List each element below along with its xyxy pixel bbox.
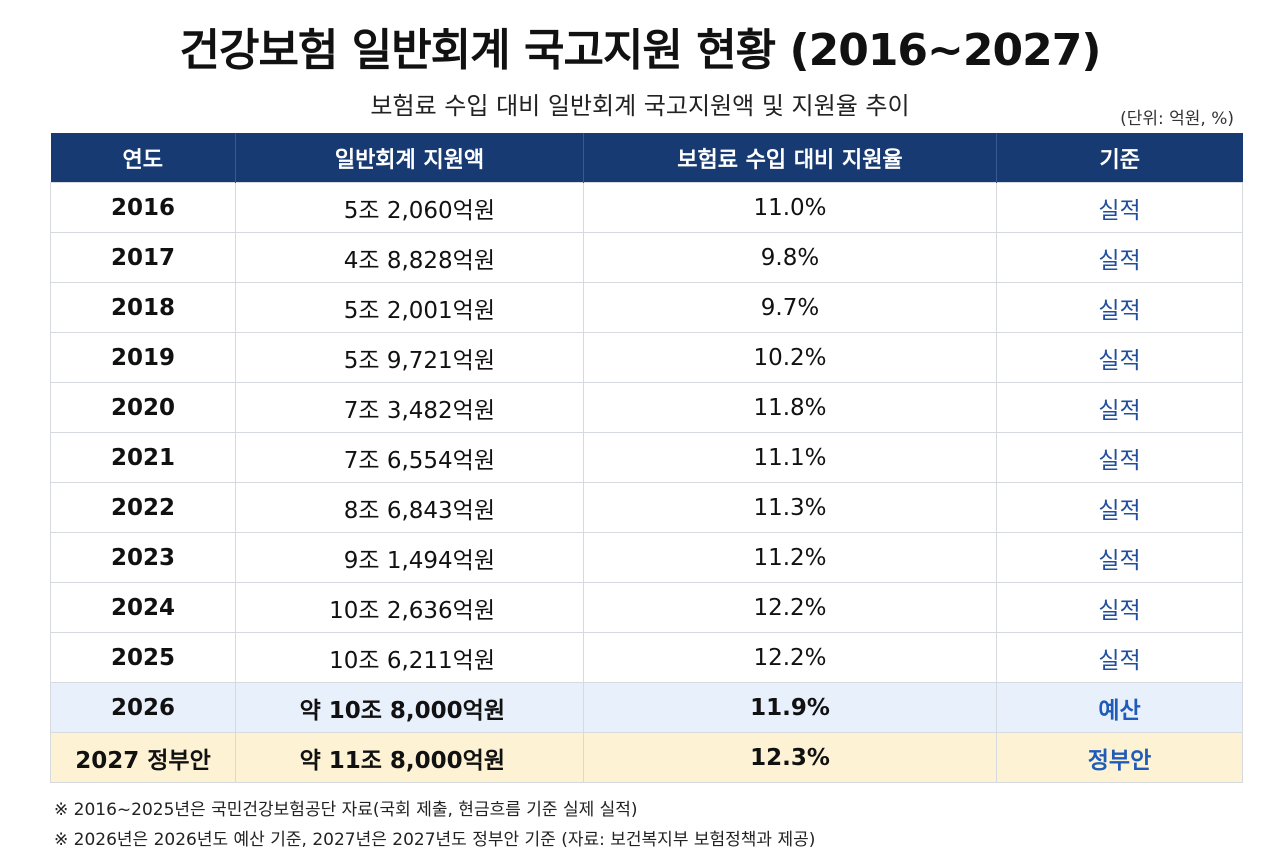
cell-basis: 실적 <box>996 232 1243 283</box>
cell-rate: 10.2% <box>583 332 997 383</box>
cell-year: 2021 <box>50 432 236 483</box>
footnote-basis: ※ 2026년은 2026년도 예산 기준, 2027년은 2027년도 정부안… <box>54 830 816 850</box>
cell-basis: 예산 <box>996 682 1243 733</box>
cell-basis: 실적 <box>996 382 1243 433</box>
cell-basis: 실적 <box>996 632 1243 683</box>
cell-basis: 실적 <box>996 182 1243 233</box>
cell-rate: 11.8% <box>583 382 997 433</box>
table-row-budget: 2026 약 10조 8,000억원 11.9% 예산 <box>50 682 1243 733</box>
cell-amount: 7조 3,482억원 <box>235 382 584 433</box>
cell-basis: 실적 <box>996 582 1243 633</box>
cell-amount: 5조 2,001억원 <box>235 282 584 333</box>
cell-basis: 실적 <box>996 532 1243 583</box>
cell-rate: 11.0% <box>583 182 997 233</box>
table-row: 2021 7조 6,554억원 11.1% 실적 <box>50 432 1243 483</box>
cell-year: 2017 <box>50 232 236 283</box>
cell-rate: 11.3% <box>583 482 997 533</box>
table-row: 2017 4조 8,828억원 9.8% 실적 <box>50 232 1243 283</box>
cell-rate: 9.8% <box>583 232 997 283</box>
header-year: 연도 <box>50 133 236 183</box>
cell-basis: 실적 <box>996 432 1243 483</box>
cell-rate: 12.2% <box>583 632 997 683</box>
cell-basis: 실적 <box>996 332 1243 383</box>
cell-year: 2016 <box>50 182 236 233</box>
cell-year: 2018 <box>50 282 236 333</box>
cell-rate: 12.3% <box>583 732 997 783</box>
support-table: 연도 일반회계 지원액 보험료 수입 대비 지원율 기준 2016 5조 2,0… <box>50 133 1243 783</box>
page-title: 건강보험 일반회계 국고지원 현황 (2016~2027) <box>179 25 1101 76</box>
header-rate: 보험료 수입 대비 지원율 <box>583 133 997 183</box>
cell-rate: 11.2% <box>583 532 997 583</box>
cell-amount: 10조 2,636억원 <box>235 582 584 633</box>
cell-amount: 9조 1,494억원 <box>235 532 584 583</box>
table-row: 2024 10조 2,636억원 12.2% 실적 <box>50 582 1243 633</box>
table-row: 2022 8조 6,843억원 11.3% 실적 <box>50 482 1243 533</box>
cell-amount: 5조 9,721억원 <box>235 332 584 383</box>
cell-basis: 실적 <box>996 282 1243 333</box>
cell-amount: 7조 6,554억원 <box>235 432 584 483</box>
cell-year: 2019 <box>50 332 236 383</box>
table-row: 2018 5조 2,001억원 9.7% 실적 <box>50 282 1243 333</box>
cell-rate: 11.1% <box>583 432 997 483</box>
table-row: 2023 9조 1,494억원 11.2% 실적 <box>50 532 1243 583</box>
table-row: 2016 5조 2,060억원 11.0% 실적 <box>50 182 1243 233</box>
cell-amount: 약 11조 8,000억원 <box>235 732 584 783</box>
cell-amount: 8조 6,843억원 <box>235 482 584 533</box>
cell-rate: 11.9% <box>583 682 997 733</box>
cell-year: 2026 <box>50 682 236 733</box>
cell-amount: 약 10조 8,000억원 <box>235 682 584 733</box>
cell-year: 2020 <box>50 382 236 433</box>
cell-year: 2024 <box>50 582 236 633</box>
cell-basis: 정부안 <box>996 732 1243 783</box>
table-header-row: 연도 일반회계 지원액 보험료 수입 대비 지원율 기준 <box>50 133 1243 183</box>
page-subtitle: 보험료 수입 대비 일반회계 국고지원액 및 지원율 추이 <box>370 92 910 120</box>
header-basis: 기준 <box>996 133 1243 183</box>
table-row: 2019 5조 9,721억원 10.2% 실적 <box>50 332 1243 383</box>
table-row: 2025 10조 6,211억원 12.2% 실적 <box>50 632 1243 683</box>
cell-rate: 12.2% <box>583 582 997 633</box>
cell-year: 2025 <box>50 632 236 683</box>
unit-label: (단위: 억원, %) <box>1120 109 1234 129</box>
table-row: 2020 7조 3,482억원 11.8% 실적 <box>50 382 1243 433</box>
footnote-source: ※ 2016~2025년은 국민건강보험공단 자료(국회 제출, 현금흐름 기준… <box>54 800 638 820</box>
cell-year: 2023 <box>50 532 236 583</box>
cell-year: 2027 정부안 <box>50 732 236 783</box>
cell-amount: 10조 6,211억원 <box>235 632 584 683</box>
table-row-proposal: 2027 정부안 약 11조 8,000억원 12.3% 정부안 <box>50 732 1243 783</box>
cell-basis: 실적 <box>996 482 1243 533</box>
cell-amount: 4조 8,828억원 <box>235 232 584 283</box>
header-amount: 일반회계 지원액 <box>235 133 584 183</box>
cell-rate: 9.7% <box>583 282 997 333</box>
cell-amount: 5조 2,060억원 <box>235 182 584 233</box>
cell-year: 2022 <box>50 482 236 533</box>
